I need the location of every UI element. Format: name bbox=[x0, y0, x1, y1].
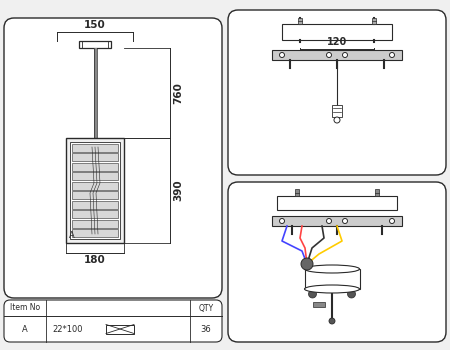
Bar bbox=[72, 210, 118, 218]
Bar bbox=[312, 302, 324, 307]
Bar bbox=[72, 182, 118, 190]
Circle shape bbox=[327, 52, 332, 57]
Circle shape bbox=[390, 218, 395, 224]
Text: 120: 120 bbox=[327, 37, 347, 47]
Ellipse shape bbox=[305, 285, 360, 293]
Circle shape bbox=[342, 52, 347, 57]
Bar bbox=[72, 172, 118, 180]
Circle shape bbox=[301, 258, 313, 270]
FancyBboxPatch shape bbox=[228, 10, 446, 175]
Bar bbox=[272, 50, 402, 60]
Bar bbox=[282, 24, 392, 40]
Circle shape bbox=[279, 218, 284, 224]
Bar bbox=[72, 201, 118, 209]
FancyBboxPatch shape bbox=[228, 182, 446, 342]
Bar bbox=[305, 269, 360, 289]
FancyBboxPatch shape bbox=[4, 18, 222, 298]
Bar bbox=[79, 41, 111, 48]
Text: QTY: QTY bbox=[198, 303, 214, 313]
Bar bbox=[372, 18, 376, 24]
Bar bbox=[72, 153, 118, 161]
Circle shape bbox=[279, 52, 284, 57]
Text: 390: 390 bbox=[173, 180, 183, 201]
Text: 180: 180 bbox=[84, 255, 106, 265]
Bar bbox=[72, 163, 118, 171]
Bar bbox=[375, 189, 379, 196]
Text: A: A bbox=[22, 324, 28, 334]
Bar bbox=[70, 142, 120, 239]
Circle shape bbox=[309, 290, 316, 298]
Bar bbox=[72, 191, 118, 199]
Circle shape bbox=[334, 117, 340, 123]
FancyBboxPatch shape bbox=[4, 300, 222, 342]
Circle shape bbox=[327, 218, 332, 224]
Bar bbox=[277, 196, 397, 210]
Bar bbox=[72, 219, 118, 228]
Bar bbox=[72, 144, 118, 152]
Text: A: A bbox=[69, 231, 75, 240]
Bar bbox=[72, 229, 118, 237]
Text: 150: 150 bbox=[84, 20, 106, 30]
Bar bbox=[106, 324, 134, 334]
Text: Item No: Item No bbox=[10, 303, 40, 313]
Text: 760: 760 bbox=[173, 82, 183, 104]
Text: 36: 36 bbox=[201, 324, 212, 334]
Circle shape bbox=[329, 318, 335, 324]
Circle shape bbox=[342, 218, 347, 224]
Circle shape bbox=[390, 52, 395, 57]
Bar bbox=[332, 105, 342, 117]
Ellipse shape bbox=[305, 265, 360, 273]
Bar bbox=[295, 189, 299, 196]
Bar bbox=[66, 138, 124, 243]
Circle shape bbox=[347, 290, 356, 298]
Bar bbox=[94, 48, 96, 138]
Bar bbox=[298, 18, 302, 24]
Text: 22*100: 22*100 bbox=[53, 324, 83, 334]
Bar bbox=[272, 216, 402, 226]
